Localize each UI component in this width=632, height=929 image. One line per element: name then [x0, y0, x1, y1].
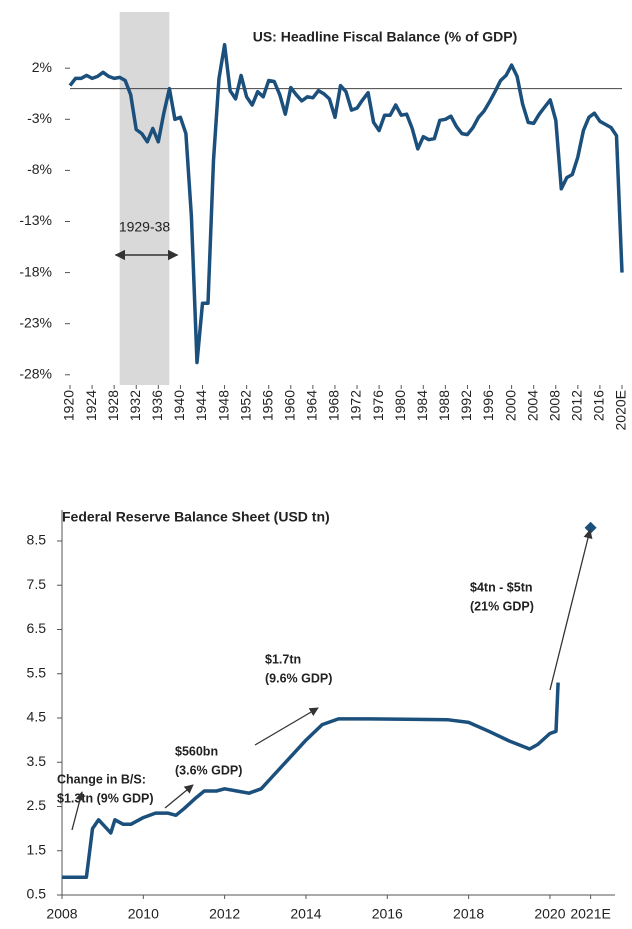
y-tick-label: -23% — [19, 314, 52, 330]
y-tick-label: 8.5 — [27, 532, 47, 548]
annotation: (9.6% GDP) — [265, 671, 332, 685]
x-tick-label: 1948 — [215, 390, 231, 421]
chart-title: Federal Reserve Balance Sheet (USD tn) — [62, 509, 330, 525]
x-tick-label: 1976 — [370, 390, 386, 421]
estimate-point — [584, 521, 597, 534]
annotation: (21% GDP) — [470, 599, 534, 613]
annotation-arrow — [164, 784, 194, 809]
x-tick-label: 1920 — [61, 390, 77, 421]
x-tick-label: 1956 — [259, 390, 275, 421]
annotation-arrow — [71, 791, 85, 831]
x-tick-label: 2021E — [570, 906, 610, 922]
y-tick-label: -18% — [19, 263, 52, 279]
x-tick-label: 1992 — [458, 390, 474, 421]
y-tick-label: -28% — [19, 365, 52, 381]
y-tick-label: 0.5 — [27, 886, 47, 902]
x-tick-label: 2016 — [372, 906, 403, 922]
x-tick-label: 1980 — [392, 390, 408, 421]
x-tick-label: 2012 — [209, 906, 240, 922]
x-tick-label: 1988 — [436, 390, 452, 421]
x-tick-label: 1944 — [193, 390, 209, 421]
x-tick-label: 2008 — [546, 390, 562, 421]
x-tick-label: 2012 — [569, 390, 585, 421]
y-tick-label: 1.5 — [27, 841, 47, 857]
y-tick-label: -8% — [27, 161, 52, 177]
y-tick-label: 6.5 — [27, 620, 47, 636]
y-tick-label: 2% — [32, 59, 52, 75]
y-tick-label: 5.5 — [27, 664, 47, 680]
y-tick-label: -3% — [27, 110, 52, 126]
annotation: $560bn — [175, 744, 218, 758]
x-tick-label: 1984 — [414, 390, 430, 421]
annotation: (3.6% GDP) — [175, 763, 242, 777]
y-tick-label: 3.5 — [27, 753, 47, 769]
shade-label: 1929-38 — [119, 219, 171, 235]
x-tick-label: 1940 — [171, 390, 187, 421]
x-tick-label: 2008 — [46, 906, 77, 922]
x-tick-label: 2000 — [502, 390, 518, 421]
x-tick-label: 2016 — [591, 390, 607, 421]
series-line — [68, 42, 624, 365]
x-tick-label: 2014 — [290, 906, 321, 922]
x-tick-label: 1932 — [127, 390, 143, 421]
annotation: $1.3tn (9% GDP) — [57, 791, 154, 805]
x-tick-label: 2020E — [613, 390, 629, 430]
y-tick-label: 7.5 — [27, 576, 47, 592]
annotation-arrow — [254, 707, 319, 746]
y-tick-label: 4.5 — [27, 709, 47, 725]
x-tick-label: 1924 — [83, 390, 99, 421]
shaded-period — [119, 12, 170, 385]
x-tick-label: 1960 — [282, 390, 298, 421]
x-tick-label: 1996 — [480, 390, 496, 421]
annotation: $4tn - $5tn — [470, 580, 533, 594]
x-tick-label: 2004 — [524, 390, 540, 421]
x-tick-label: 2018 — [453, 906, 484, 922]
annotation-arrow — [549, 529, 593, 691]
x-tick-label: 1964 — [304, 390, 320, 421]
x-tick-label: 2020 — [534, 906, 565, 922]
x-tick-label: 2010 — [128, 906, 159, 922]
x-tick-label: 1928 — [105, 390, 121, 421]
y-tick-label: 2.5 — [27, 797, 47, 813]
chart-title: US: Headline Fiscal Balance (% of GDP) — [253, 29, 518, 45]
annotation: Change in B/S: — [57, 772, 146, 786]
y-tick-label: -13% — [19, 212, 52, 228]
series-line — [62, 682, 560, 880]
x-tick-label: 1936 — [149, 390, 165, 421]
annotation: $1.7tn — [265, 652, 301, 666]
x-tick-label: 1972 — [348, 390, 364, 421]
x-tick-label: 1952 — [237, 390, 253, 421]
x-tick-label: 1968 — [326, 390, 342, 421]
